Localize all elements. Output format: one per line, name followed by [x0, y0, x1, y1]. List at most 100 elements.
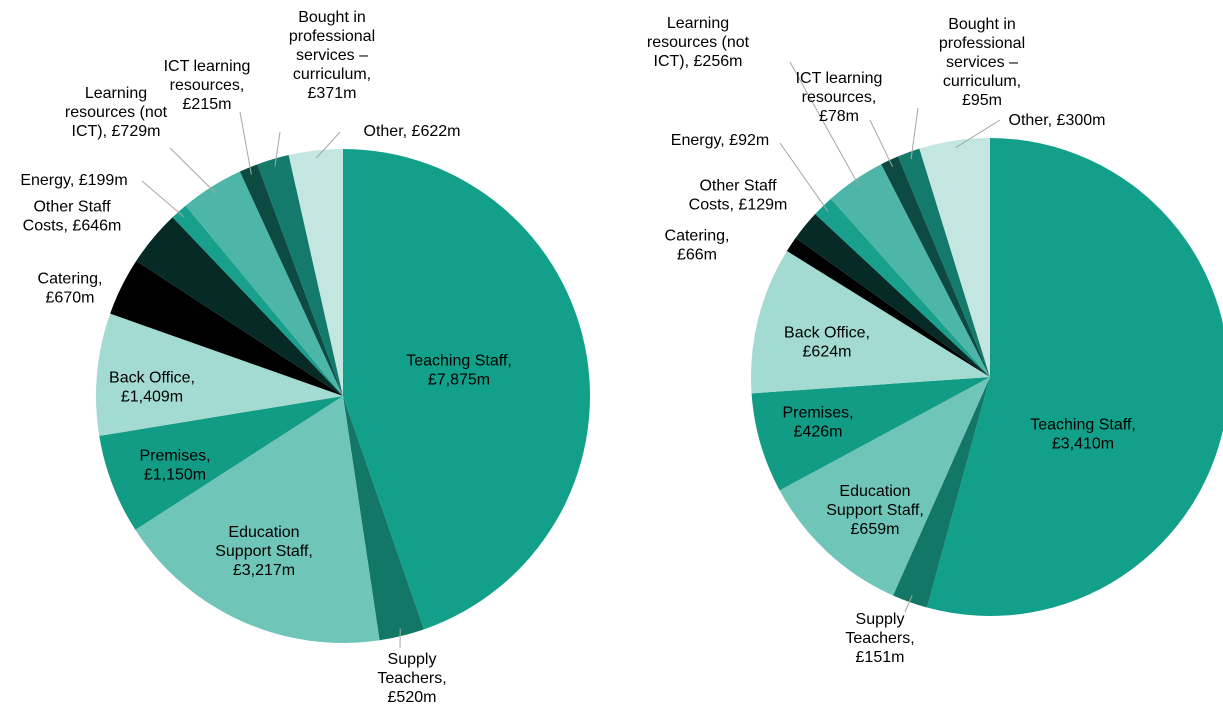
label-line: Energy, £199m	[20, 172, 127, 189]
leader-line	[910, 107, 919, 160]
label-line: resources,	[170, 77, 245, 94]
label-line: £215m	[183, 96, 232, 113]
label-line: £7,875m	[428, 372, 490, 389]
leader-line	[169, 147, 216, 194]
label-line: Back Office,	[109, 370, 195, 387]
pie-slice	[786, 237, 990, 377]
pie-slice	[185, 171, 343, 396]
label-line: resources (not	[647, 34, 750, 51]
leader-line	[955, 119, 1001, 149]
label-line: Catering,	[38, 271, 103, 288]
pie-slice	[751, 377, 990, 491]
data-label: Energy, £199m	[20, 172, 127, 189]
data-label: ICT learning resources, £215m	[164, 58, 251, 113]
leader-line	[779, 142, 829, 212]
label-line: services –	[946, 54, 1018, 71]
label-line: resources,	[802, 89, 877, 106]
label-line: ICT), £256m	[654, 53, 743, 70]
data-label: Premises, £426m	[782, 405, 853, 441]
pie-slice	[815, 198, 990, 377]
label-line: curriculum,	[293, 66, 371, 83]
data-label: Education Support Staff, £659m	[826, 483, 924, 538]
label-line: £520m	[388, 689, 437, 706]
pie-slice	[239, 164, 343, 396]
pie-chart: Teaching Staff, £3,410m Supply Teachers, £15…	[647, 15, 1223, 666]
label-line: Other, £622m	[364, 123, 461, 140]
pie-slice	[99, 396, 343, 530]
label-line: Back Office,	[784, 325, 870, 342]
label-line: £659m	[851, 521, 900, 538]
label-line: Support Staff,	[826, 502, 924, 519]
pie-slice	[881, 156, 990, 377]
pie-slice	[919, 138, 990, 377]
label-line: Other, £300m	[1009, 112, 1106, 129]
pie-slice	[830, 164, 990, 377]
leader-line	[789, 61, 860, 187]
label-line: resources (not	[65, 104, 168, 121]
label-line: Education	[228, 524, 299, 541]
leader-line	[904, 595, 913, 613]
label-line: Learning	[85, 85, 147, 102]
label-line: £3,217m	[233, 562, 295, 579]
label-line: professional	[939, 35, 1025, 52]
data-label: Learning resources (not ICT), £256m	[647, 15, 750, 70]
label-line: services –	[296, 47, 368, 64]
data-label: Education Support Staff, £3,217m	[215, 524, 313, 579]
label-line: ICT learning	[164, 58, 251, 75]
pie-slice	[96, 313, 344, 436]
leader-line	[869, 119, 894, 167]
leader-line	[239, 111, 252, 175]
label-line: Bought in	[298, 9, 366, 26]
pie-slice	[779, 377, 990, 596]
label-line: Other Staff	[33, 199, 111, 216]
data-label: Bought in professional services – curriculu…	[939, 16, 1025, 109]
label-line: £78m	[819, 108, 859, 125]
label-line: £624m	[803, 344, 852, 361]
pie-slice	[795, 214, 990, 377]
label-line: Teachers,	[845, 630, 914, 647]
pie-slice	[898, 148, 990, 377]
data-label: Other, £622m	[364, 123, 461, 140]
label-line: ICT learning	[796, 70, 883, 87]
data-label: Other Staff Costs, £129m	[689, 178, 788, 214]
data-label: Catering, £66m	[665, 228, 730, 264]
pie-slice	[751, 251, 990, 394]
pie-chart: Teaching Staff, £7,875m Supply Teachers, £52…	[20, 9, 591, 706]
pie-slice	[172, 205, 343, 396]
label-line: Bought in	[948, 16, 1016, 33]
label-line: £95m	[962, 92, 1002, 109]
data-label: Learning resources (not ICT), £729m	[65, 85, 168, 140]
pie-slice	[288, 149, 343, 396]
pie-slice	[110, 260, 343, 396]
data-label: Catering, £670m	[38, 271, 103, 307]
label-line: Costs, £129m	[689, 197, 788, 214]
label-line: Support Staff,	[215, 543, 313, 560]
label-line: professional	[289, 28, 375, 45]
label-line: £151m	[856, 649, 905, 666]
label-line: Teachers,	[377, 670, 446, 687]
data-label: Teaching Staff, £7,875m	[406, 353, 512, 389]
pie-slice	[343, 396, 424, 641]
label-line: Other Staff	[699, 178, 777, 195]
data-label: ICT learning resources, £78m	[796, 70, 883, 125]
data-label: Bought in professional services – curriculu…	[289, 9, 375, 102]
label-line: £66m	[677, 247, 717, 264]
label-line: ICT), £729m	[72, 123, 161, 140]
data-label: Other, £300m	[1009, 112, 1106, 129]
label-line: £670m	[46, 290, 95, 307]
label-line: Costs, £646m	[23, 218, 122, 235]
label-line: Catering,	[665, 228, 730, 245]
pie-slice	[257, 155, 343, 396]
label-line: Teaching Staff,	[406, 353, 512, 370]
label-line: Supply	[388, 651, 437, 668]
label-line: Premises,	[139, 448, 210, 465]
label-line: £3,410m	[1052, 436, 1114, 453]
label-line: Premises,	[782, 405, 853, 422]
label-line: £1,150m	[144, 467, 206, 484]
data-label: Back Office, £624m	[784, 325, 870, 361]
label-line: Education	[839, 483, 910, 500]
label-line: Learning	[667, 15, 729, 32]
data-label: Supply Teachers, £151m	[845, 611, 914, 666]
label-line: £1,409m	[121, 389, 183, 406]
